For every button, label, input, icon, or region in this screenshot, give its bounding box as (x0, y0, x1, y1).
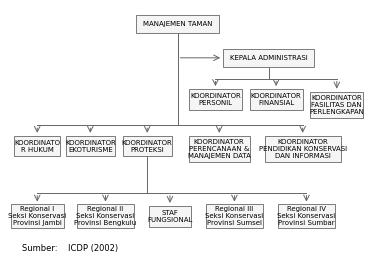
Text: KOORDINATOR
PERSONIL: KOORDINATOR PERSONIL (190, 93, 241, 106)
Text: KOORDINATO
R HUKUM: KOORDINATO R HUKUM (14, 140, 60, 153)
Text: Regional III
Seksi Konservasi
Provinsi Sumsel: Regional III Seksi Konservasi Provinsi S… (205, 206, 264, 226)
FancyBboxPatch shape (310, 92, 363, 117)
Text: Regional II
Seksi Konservasi
Provinsi Bengkulu: Regional II Seksi Konservasi Provinsi Be… (74, 206, 137, 226)
Text: KOORDINATOR
FINANSIAL: KOORDINATOR FINANSIAL (251, 93, 301, 106)
FancyBboxPatch shape (123, 136, 172, 156)
FancyBboxPatch shape (149, 206, 191, 227)
Text: KOORDINATOR
PENDIDIKAN KONSERVASI
DAN INFORMASI: KOORDINATOR PENDIDIKAN KONSERVASI DAN IN… (259, 139, 347, 159)
FancyBboxPatch shape (265, 136, 340, 162)
Text: MANAJEMEN TAMAN: MANAJEMEN TAMAN (143, 21, 212, 27)
Text: KOORDINATOR
EKOTURISME: KOORDINATOR EKOTURISME (65, 140, 116, 153)
Text: STAF
FUNGSIONAL: STAF FUNGSIONAL (147, 210, 193, 223)
FancyBboxPatch shape (250, 89, 303, 110)
FancyBboxPatch shape (136, 15, 219, 33)
FancyBboxPatch shape (278, 204, 335, 228)
Text: Regional IV
Seksi Konservasi
Provinsi Sumbar: Regional IV Seksi Konservasi Provinsi Su… (277, 206, 336, 226)
FancyBboxPatch shape (65, 136, 115, 156)
Text: KOORDINATOR
PERENCANAAN &
MANAJEMEN DATA: KOORDINATOR PERENCANAAN & MANAJEMEN DATA (188, 139, 251, 159)
Text: KOORDINATOR
FASILITAS DAN
PERLENGKAPAN: KOORDINATOR FASILITAS DAN PERLENGKAPAN (309, 94, 364, 115)
FancyBboxPatch shape (15, 136, 60, 156)
FancyBboxPatch shape (223, 49, 314, 67)
Text: KEPALA ADMINISTRASI: KEPALA ADMINISTRASI (230, 55, 308, 61)
FancyBboxPatch shape (189, 136, 250, 162)
Text: Sumber:    ICDP (2002): Sumber: ICDP (2002) (22, 244, 118, 252)
FancyBboxPatch shape (206, 204, 263, 228)
FancyBboxPatch shape (189, 89, 242, 110)
Text: KOORDINATOR
PROTEKSI: KOORDINATOR PROTEKSI (122, 140, 173, 153)
Text: Regional I
Seksi Konservasi
Provinsi Jambi: Regional I Seksi Konservasi Provinsi Jam… (8, 206, 66, 226)
FancyBboxPatch shape (11, 204, 64, 228)
FancyBboxPatch shape (77, 204, 134, 228)
